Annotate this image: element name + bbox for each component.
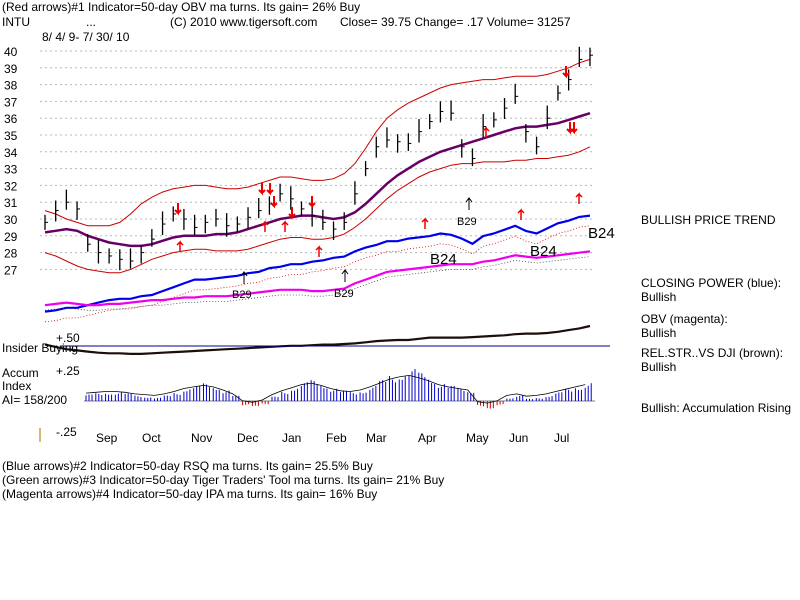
- y-tick-label: 35: [4, 129, 18, 143]
- x-tick-label: Apr: [418, 431, 437, 445]
- y-tick-label: 33: [4, 163, 18, 177]
- buy-arrow: [517, 208, 525, 220]
- rel-strength-label: REL.STR..VS DJI (brown):: [641, 346, 784, 360]
- accumulation-note: Bullish: Accumulation Rising: [641, 401, 792, 415]
- obv-label: OBV (magenta):: [641, 312, 728, 326]
- sell-arrow: [266, 183, 274, 196]
- date-range: 8/ 4/ 9- 7/ 30/ 10: [42, 30, 130, 44]
- sell-arrow: [288, 207, 296, 220]
- y-tick-label: 31: [4, 196, 18, 210]
- y-tick-label: 36: [4, 112, 18, 126]
- signal-label: B24: [588, 225, 615, 242]
- sell-arrow: [562, 66, 570, 79]
- plus-50-label: +.50: [56, 331, 80, 345]
- obv-value: Bullish: [641, 326, 677, 340]
- y-tick-label: 30: [4, 213, 18, 227]
- lower-band-line: [44, 146, 591, 274]
- y-tick-label: 38: [4, 79, 18, 93]
- buy-arrow: [315, 245, 323, 257]
- signal-label: B29: [334, 288, 354, 300]
- y-tick-label: 37: [4, 95, 18, 109]
- y-tick-label: 34: [4, 146, 18, 160]
- sell-arrow: [174, 203, 182, 216]
- indicator-line: [44, 324, 591, 355]
- signal-label: B24: [430, 251, 457, 268]
- sell-arrow: [258, 183, 266, 196]
- indicator-line-4: (Magenta arrows)#4 Indicator=50-day IPA …: [2, 487, 378, 501]
- accum-ma-line: [85, 374, 586, 404]
- obv-ma-line: [44, 256, 591, 311]
- y-tick-label: 39: [4, 62, 18, 76]
- x-tick-label: Nov: [191, 431, 212, 445]
- buy-arrow: [176, 240, 184, 252]
- y-tick-label: 29: [4, 230, 18, 244]
- cp-ma-line: [44, 225, 591, 323]
- signal-label: B29: [457, 216, 477, 228]
- signal-arrow: [341, 269, 349, 282]
- buy-arrow: [281, 220, 289, 232]
- y-tick-label: 27: [4, 263, 18, 277]
- ai-value: AI= 158/200: [2, 393, 68, 407]
- copyright: (C) 2010 www.tigersoft.com: [170, 15, 318, 29]
- header-dots: ...: [86, 15, 97, 29]
- closing-power-label: CLOSING POWER (blue):: [641, 276, 782, 290]
- signal-label: B24: [530, 243, 557, 260]
- indicator-line: [44, 250, 591, 307]
- sell-arrow: [270, 196, 278, 209]
- buy-arrow: [575, 192, 583, 204]
- buy-arrow: [421, 217, 429, 229]
- ticker-symbol: INTU: [2, 15, 30, 29]
- moving-average-line: [44, 112, 591, 248]
- sell-arrow: [308, 196, 316, 209]
- plus-25-label: +.25: [56, 364, 80, 378]
- closing-power-value: Bullish: [641, 290, 677, 304]
- indicator-line-2: (Blue arrows)#2 Indicator=50-day RSQ ma …: [2, 459, 373, 473]
- buy-arrow: [261, 220, 269, 232]
- x-tick-label: Jun: [509, 431, 528, 445]
- x-tick-label: Jan: [282, 431, 301, 445]
- close-volume: Close= 39.75 Change= .17 Volume= 31257: [340, 15, 571, 29]
- index-label: Index: [2, 379, 32, 393]
- x-tick-label: Sep: [96, 431, 118, 445]
- sell-arrow: [570, 122, 578, 135]
- y-tick-label: 40: [4, 45, 18, 59]
- signal-arrow: [465, 197, 473, 210]
- insider-buying-label: Insider Buying: [2, 341, 79, 355]
- y-tick-label: 32: [4, 179, 18, 193]
- signal-arrow: [240, 271, 248, 284]
- indicator-line-3: (Green arrows)#3 Indicator=50-day Tiger …: [2, 473, 445, 487]
- x-tick-label: Feb: [326, 431, 347, 445]
- accum-label: Accum: [2, 366, 39, 380]
- x-tick-label: Jul: [554, 431, 569, 445]
- x-tick-label: Oct: [142, 431, 161, 445]
- x-tick-label: Dec: [237, 431, 258, 445]
- indicator-line-1: (Red arrows)#1 Indicator=50-day OBV ma t…: [2, 0, 361, 14]
- indicator-line: [44, 214, 591, 313]
- upper-band-line: [44, 58, 591, 227]
- signal-label: B29: [232, 289, 252, 301]
- x-tick-label: May: [466, 431, 489, 445]
- trend-label: BULLISH PRICE TREND: [641, 213, 776, 227]
- y-tick-label: 28: [4, 247, 18, 261]
- minus-25-label: -.25: [56, 425, 77, 439]
- x-tick-label: Mar: [366, 431, 387, 445]
- rel-strength-value: Bullish: [641, 360, 677, 374]
- buy-arrow: [482, 126, 490, 138]
